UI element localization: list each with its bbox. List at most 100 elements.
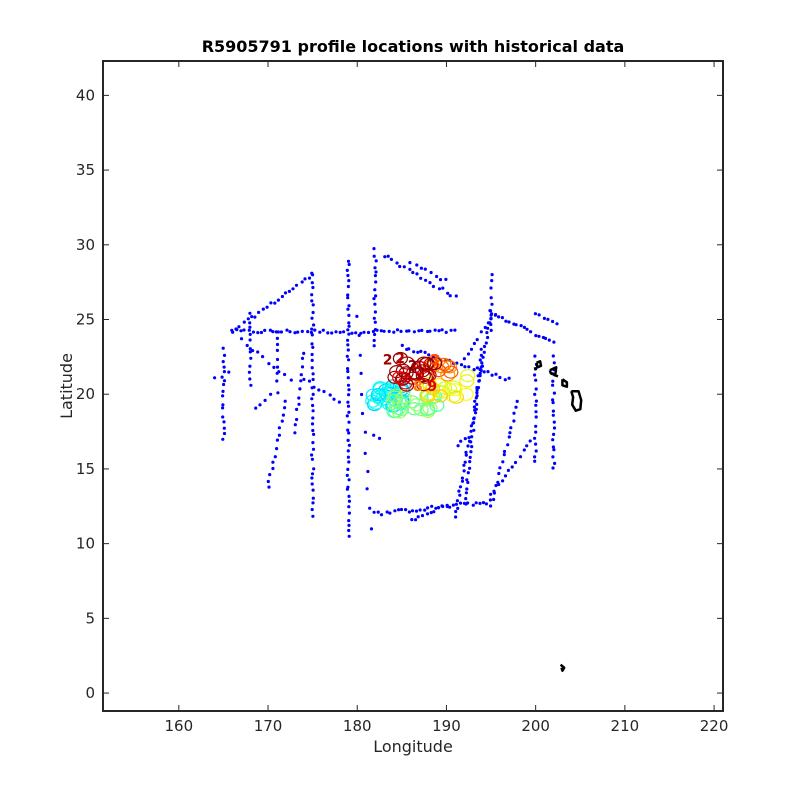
historical-point xyxy=(478,371,482,375)
historical-point xyxy=(489,313,493,317)
historical-point xyxy=(458,493,462,497)
profile-marker xyxy=(425,382,441,396)
historical-point xyxy=(497,471,501,476)
historical-point xyxy=(522,325,527,329)
historical-point xyxy=(423,508,427,512)
historical-point xyxy=(388,511,392,515)
historical-point xyxy=(300,356,305,360)
historical-point xyxy=(552,420,556,424)
historical-point xyxy=(534,399,539,403)
historical-point xyxy=(479,347,483,351)
historical-point xyxy=(275,379,279,383)
historical-point xyxy=(400,343,404,347)
historical-point xyxy=(503,474,508,478)
historical-point xyxy=(317,388,321,392)
historical-point xyxy=(551,398,555,402)
historical-point xyxy=(230,328,234,332)
historical-point xyxy=(279,330,283,334)
historical-point xyxy=(246,317,250,321)
historical-point xyxy=(239,329,243,333)
y-tick-label: 40 xyxy=(76,86,95,104)
historical-point xyxy=(368,506,372,510)
historical-point xyxy=(342,330,346,334)
historical-point xyxy=(474,411,478,415)
historical-point xyxy=(551,455,555,459)
historical-point xyxy=(310,299,314,303)
historical-point xyxy=(448,294,452,298)
plot-area: 2 2 2 318 9 xyxy=(213,247,583,672)
historical-point xyxy=(297,402,301,406)
historical-point xyxy=(347,358,351,362)
historical-point xyxy=(507,320,511,324)
historical-point xyxy=(476,386,481,390)
historical-point xyxy=(277,370,281,374)
historical-point xyxy=(346,259,351,263)
historical-point xyxy=(267,485,271,489)
historical-point xyxy=(345,473,349,477)
historical-point xyxy=(504,319,508,323)
historical-point xyxy=(248,332,252,336)
historical-point xyxy=(311,285,315,290)
historical-point xyxy=(449,328,453,332)
historical-point xyxy=(326,331,330,335)
historical-point xyxy=(533,373,537,377)
historical-point xyxy=(358,353,362,357)
historical-point xyxy=(346,369,350,374)
historical-point xyxy=(347,313,351,317)
historical-point xyxy=(503,378,507,382)
historical-point xyxy=(472,416,476,420)
historical-point xyxy=(222,379,227,383)
historical-point xyxy=(428,329,432,333)
historical-point xyxy=(248,347,252,351)
historical-point xyxy=(346,383,351,387)
historical-point xyxy=(373,332,377,337)
historical-point xyxy=(346,467,350,471)
historical-point xyxy=(318,330,322,334)
historical-point xyxy=(490,279,494,283)
historical-point xyxy=(275,365,280,369)
historical-point xyxy=(354,331,358,335)
historical-point xyxy=(454,515,458,519)
historical-point xyxy=(373,302,377,306)
historical-point xyxy=(474,501,478,505)
historical-point xyxy=(249,356,253,360)
historical-point xyxy=(360,411,365,416)
historical-point xyxy=(398,264,402,269)
historical-point xyxy=(288,330,292,334)
historical-point xyxy=(433,328,437,332)
historical-point xyxy=(386,254,390,258)
historical-point xyxy=(311,303,315,307)
historical-point xyxy=(347,534,351,538)
historical-point xyxy=(469,347,474,351)
historical-point xyxy=(454,509,458,514)
profile-marker xyxy=(460,369,476,383)
y-tick-label: 35 xyxy=(76,161,95,179)
historical-point xyxy=(512,411,516,415)
profile-marker xyxy=(387,390,403,404)
profile-marker xyxy=(459,374,475,388)
historical-point xyxy=(248,321,252,325)
historical-point xyxy=(268,328,272,332)
historical-point xyxy=(416,350,420,354)
historical-point xyxy=(475,391,479,395)
historical-point xyxy=(454,502,458,506)
historical-point xyxy=(555,322,559,326)
coastline-layer xyxy=(533,360,583,672)
historical-point xyxy=(429,270,433,275)
historical-point xyxy=(310,472,315,476)
historical-point xyxy=(239,337,244,341)
historical-point xyxy=(280,294,284,299)
historical-point xyxy=(551,401,555,405)
historical-point xyxy=(275,438,279,442)
historical-point xyxy=(440,328,444,332)
historical-point xyxy=(552,448,556,452)
historical-point xyxy=(498,466,502,470)
profile-marker xyxy=(447,383,463,397)
historical-point xyxy=(460,479,465,483)
historical-point xyxy=(376,510,380,514)
historical-point xyxy=(445,504,449,509)
historical-point xyxy=(463,437,467,441)
historical-point xyxy=(533,354,537,358)
historical-point xyxy=(310,422,315,426)
